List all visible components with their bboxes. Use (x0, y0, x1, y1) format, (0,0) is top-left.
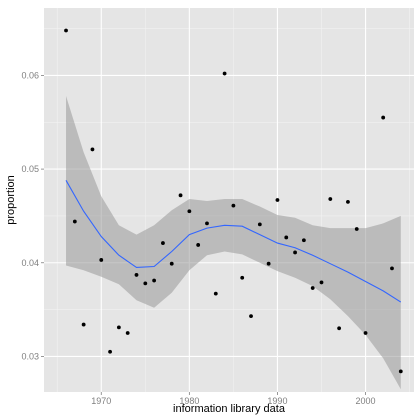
data-point (346, 199, 350, 204)
x-tick-label: 1970 (91, 396, 111, 406)
data-point (231, 203, 236, 208)
x-axis-title: information library data (173, 403, 286, 415)
smooth-trend-line (65, 180, 402, 303)
data-point (72, 219, 77, 224)
data-point (64, 28, 68, 33)
y-axis-ticks: 0.03 0.04 0.05 0.06 (21, 70, 44, 361)
y-tick-label: 0.04 (21, 258, 39, 268)
y-axis-title: proportion (5, 175, 17, 225)
data-point (266, 261, 271, 266)
data-point (381, 115, 386, 120)
data-points-layer (64, 28, 403, 374)
data-point (222, 71, 227, 76)
data-point (161, 241, 165, 245)
data-point (275, 198, 280, 202)
data-point (398, 369, 403, 374)
data-point (257, 222, 262, 227)
data-point (187, 209, 192, 214)
x-axis-ticks: 1970 1980 1990 2000 (91, 392, 376, 406)
data-point (363, 331, 368, 335)
data-point (116, 325, 121, 330)
data-point (319, 280, 324, 285)
data-point (240, 275, 245, 280)
data-point (108, 349, 112, 354)
data-point (99, 258, 104, 262)
data-point (293, 250, 297, 255)
data-point (178, 193, 183, 198)
data-point (310, 286, 315, 290)
data-point (213, 291, 218, 296)
y-tick-label: 0.05 (21, 164, 39, 174)
data-point (143, 281, 148, 286)
data-point (354, 227, 359, 231)
data-point (284, 235, 289, 240)
data-point (249, 314, 253, 319)
x-tick-label: 2000 (356, 396, 376, 406)
y-tick-label: 0.03 (21, 351, 39, 361)
y-tick-label: 0.06 (21, 70, 39, 80)
smooth-line-layer (65, 180, 402, 303)
data-point (125, 331, 130, 335)
x-tick-label: 1980 (179, 396, 199, 406)
confidence-band-layer (66, 96, 401, 390)
data-point (196, 243, 201, 247)
data-point (81, 322, 86, 327)
data-point (169, 261, 174, 266)
data-point (152, 278, 157, 283)
data-point (390, 266, 394, 271)
data-point (134, 273, 139, 277)
data-point (205, 221, 209, 226)
data-point (301, 238, 306, 243)
confidence-band (66, 96, 401, 390)
data-point (337, 326, 342, 331)
data-point (90, 147, 95, 152)
x-tick-label: 1990 (267, 396, 287, 406)
data-point (328, 197, 333, 201)
